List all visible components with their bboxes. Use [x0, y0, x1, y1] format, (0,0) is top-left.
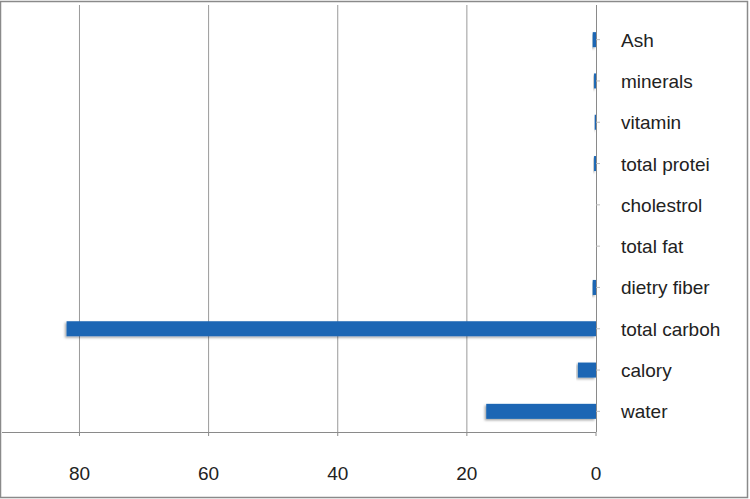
bar — [595, 115, 596, 130]
bar — [593, 280, 596, 295]
bar — [596, 197, 597, 212]
category-tick — [596, 411, 600, 412]
category-label: minerals — [621, 71, 693, 92]
category-label: water — [620, 401, 668, 422]
y-axis-line — [596, 5, 597, 432]
category-tick — [596, 163, 600, 164]
bar — [594, 73, 596, 88]
category-tick — [596, 122, 600, 123]
grid-line — [208, 5, 209, 432]
category-tick — [596, 204, 600, 205]
grid — [79, 5, 466, 432]
chart: 0 20 40 60 80 Ash minerals vitamin total protei c… — [0, 0, 750, 499]
x-axis-line — [2, 432, 596, 433]
category-label: dietry fiber — [621, 277, 710, 298]
grid-line — [337, 5, 338, 432]
category-label: vitamin — [621, 112, 681, 133]
category-tick — [596, 370, 600, 371]
category-label: Ash — [621, 30, 654, 51]
grid-line — [79, 5, 80, 432]
tick-label: 80 — [69, 463, 90, 484]
category-tick — [596, 287, 600, 288]
bar — [593, 32, 596, 47]
x-tick-labels: 0 20 40 60 80 — [69, 432, 601, 484]
category-tick — [596, 39, 600, 40]
bar — [486, 404, 596, 419]
category-label: cholestrol — [621, 195, 702, 216]
tick-label: 40 — [327, 463, 348, 484]
category-label: calory — [621, 360, 672, 381]
tick-label: 60 — [198, 463, 219, 484]
bar — [596, 239, 597, 254]
grid-line — [466, 5, 467, 432]
category-tick — [596, 80, 600, 81]
outer-frame — [1, 2, 748, 498]
category-tick — [596, 246, 600, 247]
tick-label: 0 — [591, 463, 602, 484]
bar — [67, 321, 596, 336]
bars — [67, 32, 596, 419]
tick-label: 20 — [456, 463, 477, 484]
category-tick — [596, 328, 600, 329]
bar — [594, 156, 596, 171]
chart-container: 0 20 40 60 80 Ash minerals vitamin total protei c… — [0, 0, 750, 499]
category-label: total fat — [621, 236, 684, 257]
category-label: total protei — [621, 154, 710, 175]
bar — [578, 363, 596, 378]
category-label: total carboh — [621, 319, 720, 340]
y-tick-labels: Ash minerals vitamin total protei cholestrol… — [596, 30, 720, 423]
